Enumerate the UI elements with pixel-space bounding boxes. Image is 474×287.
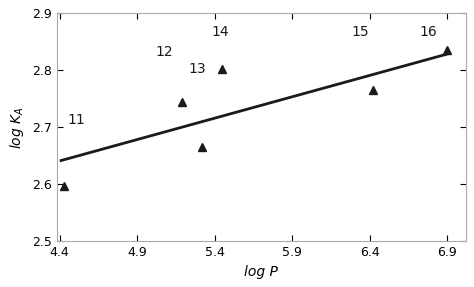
Text: 14: 14	[211, 25, 229, 39]
Text: 12: 12	[156, 45, 173, 59]
Text: 11: 11	[67, 113, 85, 127]
X-axis label: log P: log P	[244, 265, 278, 279]
Text: 16: 16	[419, 25, 437, 39]
Y-axis label: $\mathit{log\ K_A}$: $\mathit{log\ K_A}$	[9, 106, 27, 149]
Text: 15: 15	[351, 25, 369, 39]
Text: 13: 13	[188, 62, 206, 76]
